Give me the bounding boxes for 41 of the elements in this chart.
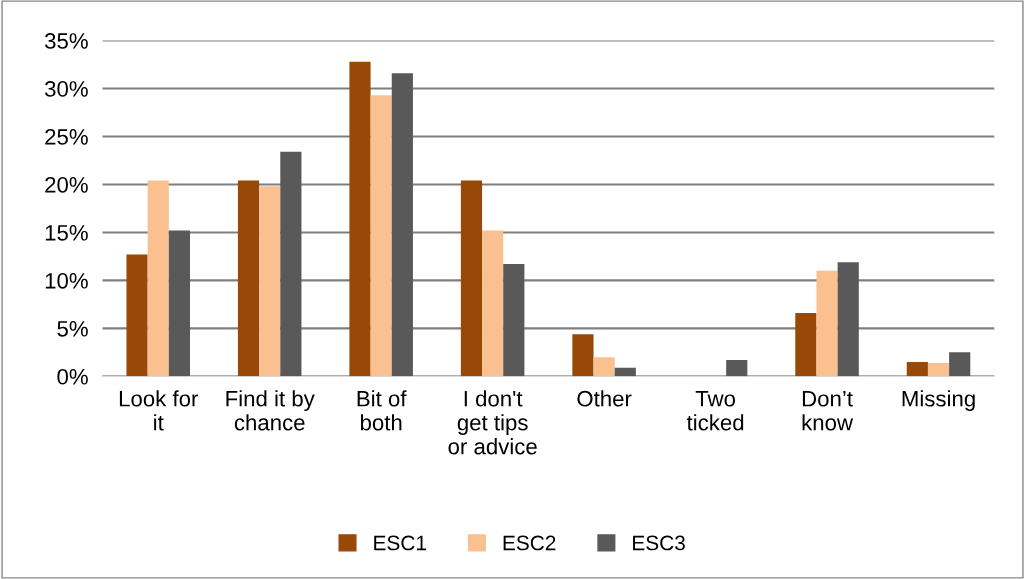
x-tick-label: Two ticked <box>686 391 744 431</box>
bar <box>237 180 260 377</box>
bar <box>949 352 971 377</box>
bar <box>795 313 817 377</box>
x-tick-label: I don't get tips or advice <box>448 390 537 455</box>
bar <box>927 362 950 377</box>
y-tick-label: 5% <box>57 321 88 337</box>
bar <box>147 180 169 377</box>
x-tick-label: Other <box>577 390 632 407</box>
bar <box>391 73 413 377</box>
legend-label: ESC2 <box>503 535 556 551</box>
x-tick-label: Don’t know <box>802 391 854 431</box>
bar <box>503 264 525 377</box>
x-tick-label: Bit of both <box>357 390 407 431</box>
legend-label: ESC1 <box>374 535 426 551</box>
bar <box>572 334 594 377</box>
y-tick-label: 35% <box>44 33 88 49</box>
x-tick-label: Find it by chance <box>226 390 315 431</box>
y-tick-label: 30% <box>44 81 88 97</box>
bar <box>906 361 928 377</box>
bar <box>168 230 190 377</box>
bar <box>349 61 371 377</box>
bar <box>259 186 281 377</box>
bar <box>370 95 392 377</box>
bar <box>460 180 483 377</box>
bar <box>482 230 504 377</box>
y-tick-label: 0% <box>57 368 88 385</box>
x-tick-label: Missing <box>902 390 975 411</box>
y-tick-label: 15% <box>45 225 88 241</box>
bar <box>614 367 636 377</box>
bar <box>726 360 748 377</box>
x-tick-label: Look for it <box>119 390 199 431</box>
bar <box>593 357 615 377</box>
bar <box>837 262 859 377</box>
bar <box>280 151 302 377</box>
legend-label: ESC3 <box>633 535 685 551</box>
y-tick-label: 20% <box>45 176 88 193</box>
y-tick-label: 25% <box>45 129 88 145</box>
bar <box>126 254 148 377</box>
y-tick-label: 10% <box>45 272 88 289</box>
bar <box>816 270 838 377</box>
